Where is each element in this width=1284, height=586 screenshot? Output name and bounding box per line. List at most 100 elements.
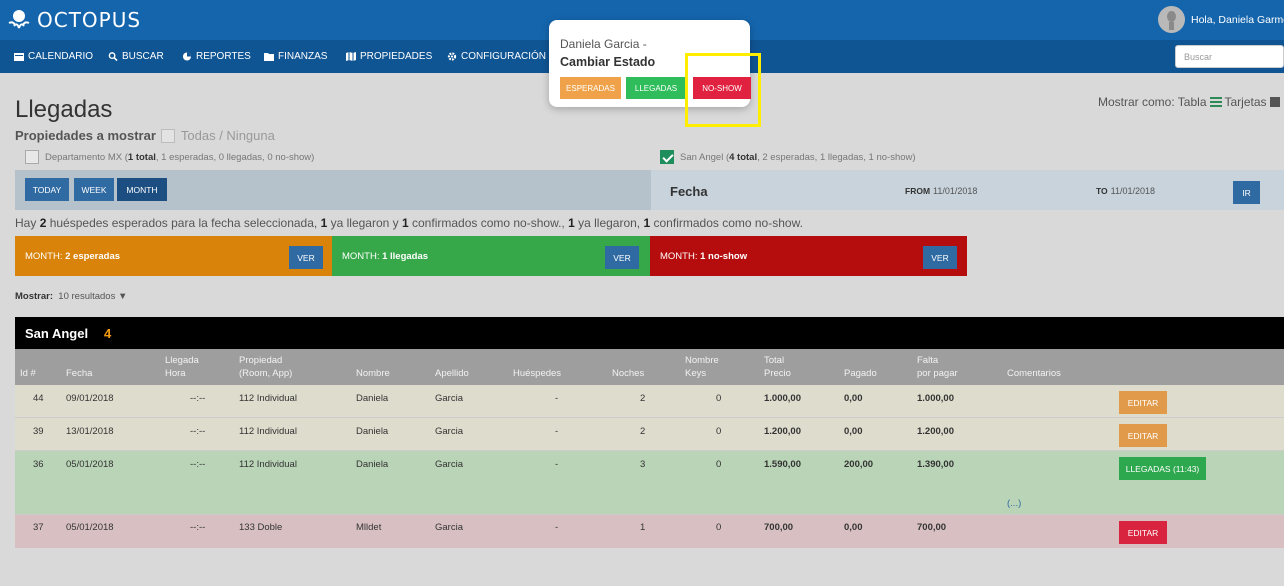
today-button[interactable]: TODAY (25, 178, 69, 201)
from-date[interactable]: FROM 11/01/2018 (905, 186, 977, 196)
to-date[interactable]: TO 11/01/2018 (1096, 186, 1155, 196)
property-checkbox[interactable] (660, 150, 674, 164)
results-per-page[interactable]: Mostrar: 10 resultados ▼ (15, 291, 127, 302)
date-filter (651, 170, 1284, 210)
col-header-llegada: Llegada Hora (165, 355, 199, 379)
editar-button[interactable]: EDITAR (1119, 391, 1167, 414)
table-row[interactable]: 44 09/01/2018 --:-- 112 Individual Danie… (15, 385, 1284, 418)
nav-label: BUSCAR (122, 51, 164, 62)
select-all-label[interactable]: Todas / Ninguna (180, 128, 275, 143)
cell-falta: 700,00 (917, 522, 947, 533)
cell-total: 1.000,00 (764, 393, 801, 404)
nav-configuracion[interactable]: CONFIGURACIÓN (447, 51, 546, 62)
col-header-fecha: Fecha (66, 368, 93, 379)
cell-nombre: Daniela (356, 426, 389, 437)
cell-huespedes: - (555, 393, 559, 404)
popover-heading: Cambiar Estado (560, 55, 656, 69)
map-icon (346, 52, 356, 61)
cell-fecha: 05/01/2018 (66, 459, 114, 470)
cell-nombre: Daniela (356, 459, 389, 470)
property-toggle-san-angel[interactable]: San Angel (4 total, 2 esperadas, 1 llega… (660, 150, 916, 164)
col-header-falta: Falta por pagar (917, 355, 958, 379)
cell-pagado: 0,00 (844, 522, 863, 533)
month-button[interactable]: MONTH (117, 178, 167, 201)
property-name: San Angel ( (680, 151, 730, 163)
cell-total: 1.200,00 (764, 426, 801, 437)
nav-label: CONFIGURACIÓN (461, 51, 546, 62)
fecha-label: Fecha (670, 184, 708, 199)
cell-fecha: 13/01/2018 (66, 426, 114, 437)
folder-icon (264, 53, 274, 61)
go-button[interactable]: IR (1233, 181, 1260, 204)
nav-propiedades[interactable]: PROPIEDADES (346, 51, 432, 62)
status-box-label: MONTH: 1 no-show (660, 251, 748, 262)
display-as-cards-label[interactable]: Tarjetas (1224, 95, 1267, 109)
col-header-keys: Nombre Keys (685, 355, 719, 379)
status-box-label: MONTH: 1 llegadas (342, 251, 429, 262)
col-header-propiedad: Propiedad (Room, App) (239, 355, 293, 379)
set-llegadas-button[interactable]: LLEGADAS (626, 77, 686, 99)
table-row[interactable]: 37 05/01/2018 --:-- 133 Doble Mlldet Gar… (15, 515, 1284, 548)
nav-reportes[interactable]: REPORTES (182, 51, 251, 62)
ver-no-show-button[interactable]: VER (923, 246, 957, 269)
gear-icon (447, 52, 457, 61)
results-value: 10 resultados (58, 291, 116, 302)
cell-nombre: Daniela (356, 393, 389, 404)
col-header-id: Id # (20, 368, 36, 379)
page-title: Llegadas (15, 96, 113, 123)
property-toggle-departamento-mx[interactable]: Departamento MX (1 total, 1 esperadas, 0… (25, 150, 314, 164)
comments-more-link[interactable]: (...) (1007, 498, 1022, 509)
llegadas-status-button[interactable]: LLEGADAS (11:43) (1119, 457, 1206, 480)
cell-id: 44 (33, 393, 44, 404)
table-property-name: San Angel (25, 326, 89, 341)
table-icon[interactable] (1209, 97, 1222, 107)
cell-id: 36 (33, 459, 44, 470)
highlight-box (685, 53, 761, 127)
property-total: 4 total (729, 151, 758, 163)
cell-pagado: 200,00 (844, 459, 874, 470)
properties-filter-label: Propiedades a mostrar Todas / Ninguna (15, 128, 275, 143)
cards-icon[interactable] (1269, 97, 1280, 107)
cell-propiedad: 112 Individual (239, 393, 297, 404)
week-button[interactable]: WEEK (74, 178, 114, 201)
cell-hora: --:-- (190, 459, 206, 470)
col-header-total: Total Precio (764, 355, 791, 379)
set-esperadas-button[interactable]: ESPERADAS (560, 77, 621, 99)
nav-calendario[interactable]: CALENDARIO (14, 51, 93, 62)
property-stats: , 1 esperadas, 0 llegadas, 0 no-show) (155, 151, 315, 163)
from-label: FROM (905, 186, 931, 196)
cell-apellido: Garcia (435, 459, 463, 470)
nav-label: REPORTES (196, 51, 251, 62)
cell-total: 1.590,00 (764, 459, 801, 470)
property-total: 1 total (127, 151, 156, 163)
cell-huespedes: - (555, 459, 559, 470)
cell-fecha: 05/01/2018 (66, 522, 114, 533)
cell-propiedad: 112 Individual (239, 426, 297, 437)
change-status-popover: Daniela Garcia - Cambiar Estado ESPERADA… (549, 20, 751, 107)
popover-guest-name: Daniela Garcia - (560, 37, 647, 51)
table-property-count: 4 (104, 326, 112, 341)
cell-hora: --:-- (190, 426, 206, 437)
ver-esperadas-button[interactable]: VER (289, 246, 323, 269)
set-no-show-button[interactable]: NO-SHOW (693, 77, 751, 99)
table-row[interactable]: 39 13/01/2018 --:-- 112 Individual Danie… (15, 418, 1284, 451)
editar-button[interactable]: EDITAR (1119, 424, 1167, 447)
cell-id: 39 (33, 426, 44, 437)
display-as-table-label[interactable]: Mostrar como: Tabla (1098, 95, 1207, 109)
octopus-logo[interactable]: OCTOPUS (6, 8, 141, 32)
user-menu[interactable]: Hola, Daniela Garmon (1158, 6, 1284, 33)
cell-pagado: 0,00 (844, 426, 863, 437)
search-input[interactable]: Buscar (1175, 45, 1284, 68)
ver-llegadas-button[interactable]: VER (605, 246, 639, 269)
editar-button[interactable]: EDITAR (1119, 521, 1167, 544)
col-header-apellido: Apellido (435, 368, 469, 379)
property-checkbox[interactable] (25, 150, 39, 164)
table-row[interactable]: 36 05/01/2018 --:-- 112 Individual Danie… (15, 451, 1284, 515)
display-mode-toggle: Mostrar como: Tabla Tarjetas (1098, 95, 1280, 109)
nav-buscar[interactable]: BUSCAR (108, 51, 164, 62)
nav-finanzas[interactable]: FINANZAS (264, 51, 327, 62)
nav-label: PROPIEDADES (360, 51, 433, 62)
pie-chart-icon (182, 52, 192, 61)
cell-falta: 1.390,00 (917, 459, 954, 470)
select-all-checkbox[interactable] (160, 128, 175, 143)
